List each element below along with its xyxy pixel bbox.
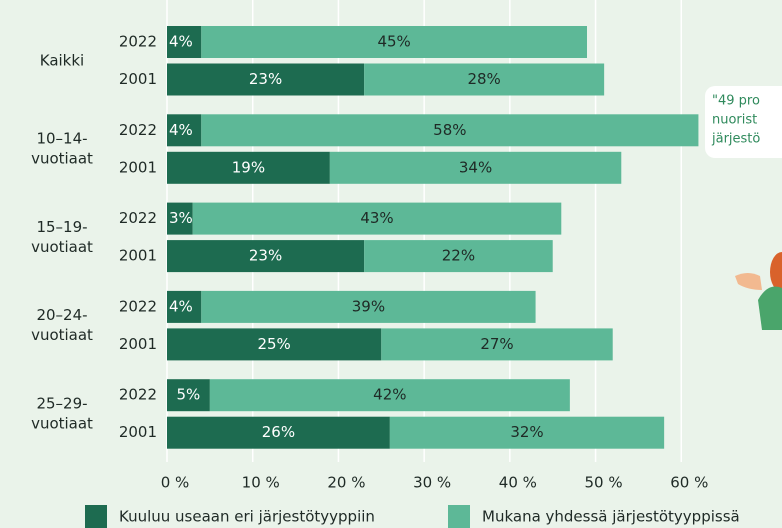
bar-segment xyxy=(364,240,553,273)
bar-segment xyxy=(167,328,382,361)
y-tick-label: 2001 xyxy=(119,423,157,441)
x-tick-label: 10 % xyxy=(242,474,280,492)
bar-segment xyxy=(167,202,193,235)
y-tick-label: 2001 xyxy=(119,247,157,265)
x-tick-label: 60 % xyxy=(670,474,708,492)
bar-segment xyxy=(167,240,365,273)
illustration xyxy=(735,252,782,330)
group-label: 20–24- xyxy=(36,306,87,324)
y-tick-label: 2022 xyxy=(119,33,157,51)
data-label: 42% xyxy=(373,386,406,404)
x-tick-label: 20 % xyxy=(327,474,365,492)
y-tick-label: 2001 xyxy=(119,70,157,88)
data-label: 3% xyxy=(169,209,193,227)
bar-segment xyxy=(329,151,622,184)
data-label: 25% xyxy=(257,335,290,353)
data-label: 43% xyxy=(360,209,393,227)
bar-segment xyxy=(167,114,202,147)
y-tick-label: 2022 xyxy=(119,386,157,404)
y-tick-label: 2001 xyxy=(119,158,157,176)
data-label: 27% xyxy=(480,335,513,353)
data-label: 45% xyxy=(377,33,410,51)
legend-label: Kuuluu useaan eri järjestötyyppiin xyxy=(119,508,375,526)
data-label: 23% xyxy=(249,70,282,88)
x-tick-label: 0 % xyxy=(161,474,190,492)
group-label: 25–29- xyxy=(36,394,87,412)
data-label: 5% xyxy=(177,386,201,404)
bar-segment xyxy=(201,114,699,147)
data-label: 26% xyxy=(262,423,295,441)
bar-segment xyxy=(201,26,588,58)
group-label: vuotiaat xyxy=(31,150,93,168)
legend-swatch xyxy=(448,505,470,528)
bar-segment xyxy=(381,328,613,361)
bar-segment xyxy=(364,63,605,96)
group-label: 10–14- xyxy=(36,130,87,148)
y-tick-label: 2022 xyxy=(119,297,157,315)
group-label: vuotiaat xyxy=(31,414,93,432)
x-tick-label: 40 % xyxy=(499,474,537,492)
legend-label: Mukana yhdessä järjestötyyppissä xyxy=(482,508,740,526)
data-label: 34% xyxy=(459,158,492,176)
data-label: 22% xyxy=(442,247,475,265)
data-label: 4% xyxy=(169,121,193,139)
bar-segment xyxy=(167,416,390,449)
group-label: vuotiaat xyxy=(31,238,93,256)
data-label: 4% xyxy=(169,297,193,315)
annotation-text: järjestö xyxy=(711,132,760,147)
y-tick-label: 2022 xyxy=(119,121,157,139)
data-label: 39% xyxy=(352,297,385,315)
annotation-text: nuorist xyxy=(712,113,757,128)
x-tick-label: 50 % xyxy=(585,474,623,492)
legend-swatch xyxy=(85,505,107,528)
annotation-box xyxy=(705,86,782,158)
data-label: 28% xyxy=(467,70,500,88)
bar-segment xyxy=(167,63,365,96)
annotation-text: "49 pro xyxy=(712,94,760,109)
data-label: 19% xyxy=(232,158,265,176)
bar-segment xyxy=(167,290,202,323)
data-label: 23% xyxy=(249,247,282,265)
group-label: Kaikki xyxy=(40,51,84,69)
y-tick-label: 2001 xyxy=(119,335,157,353)
data-label: 32% xyxy=(510,423,543,441)
bar-segment xyxy=(167,151,330,184)
group-label: vuotiaat xyxy=(31,326,93,344)
bar-segment xyxy=(167,26,202,58)
bar-segment xyxy=(192,202,562,235)
bar-segment xyxy=(167,379,210,412)
data-label: 58% xyxy=(433,121,466,139)
x-tick-label: 30 % xyxy=(413,474,451,492)
y-tick-label: 2022 xyxy=(119,209,157,227)
bar-segment xyxy=(201,290,536,323)
data-label: 4% xyxy=(169,33,193,51)
group-label: 15–19- xyxy=(36,218,87,236)
bar-segment xyxy=(389,416,665,449)
bar-segment xyxy=(209,379,570,412)
